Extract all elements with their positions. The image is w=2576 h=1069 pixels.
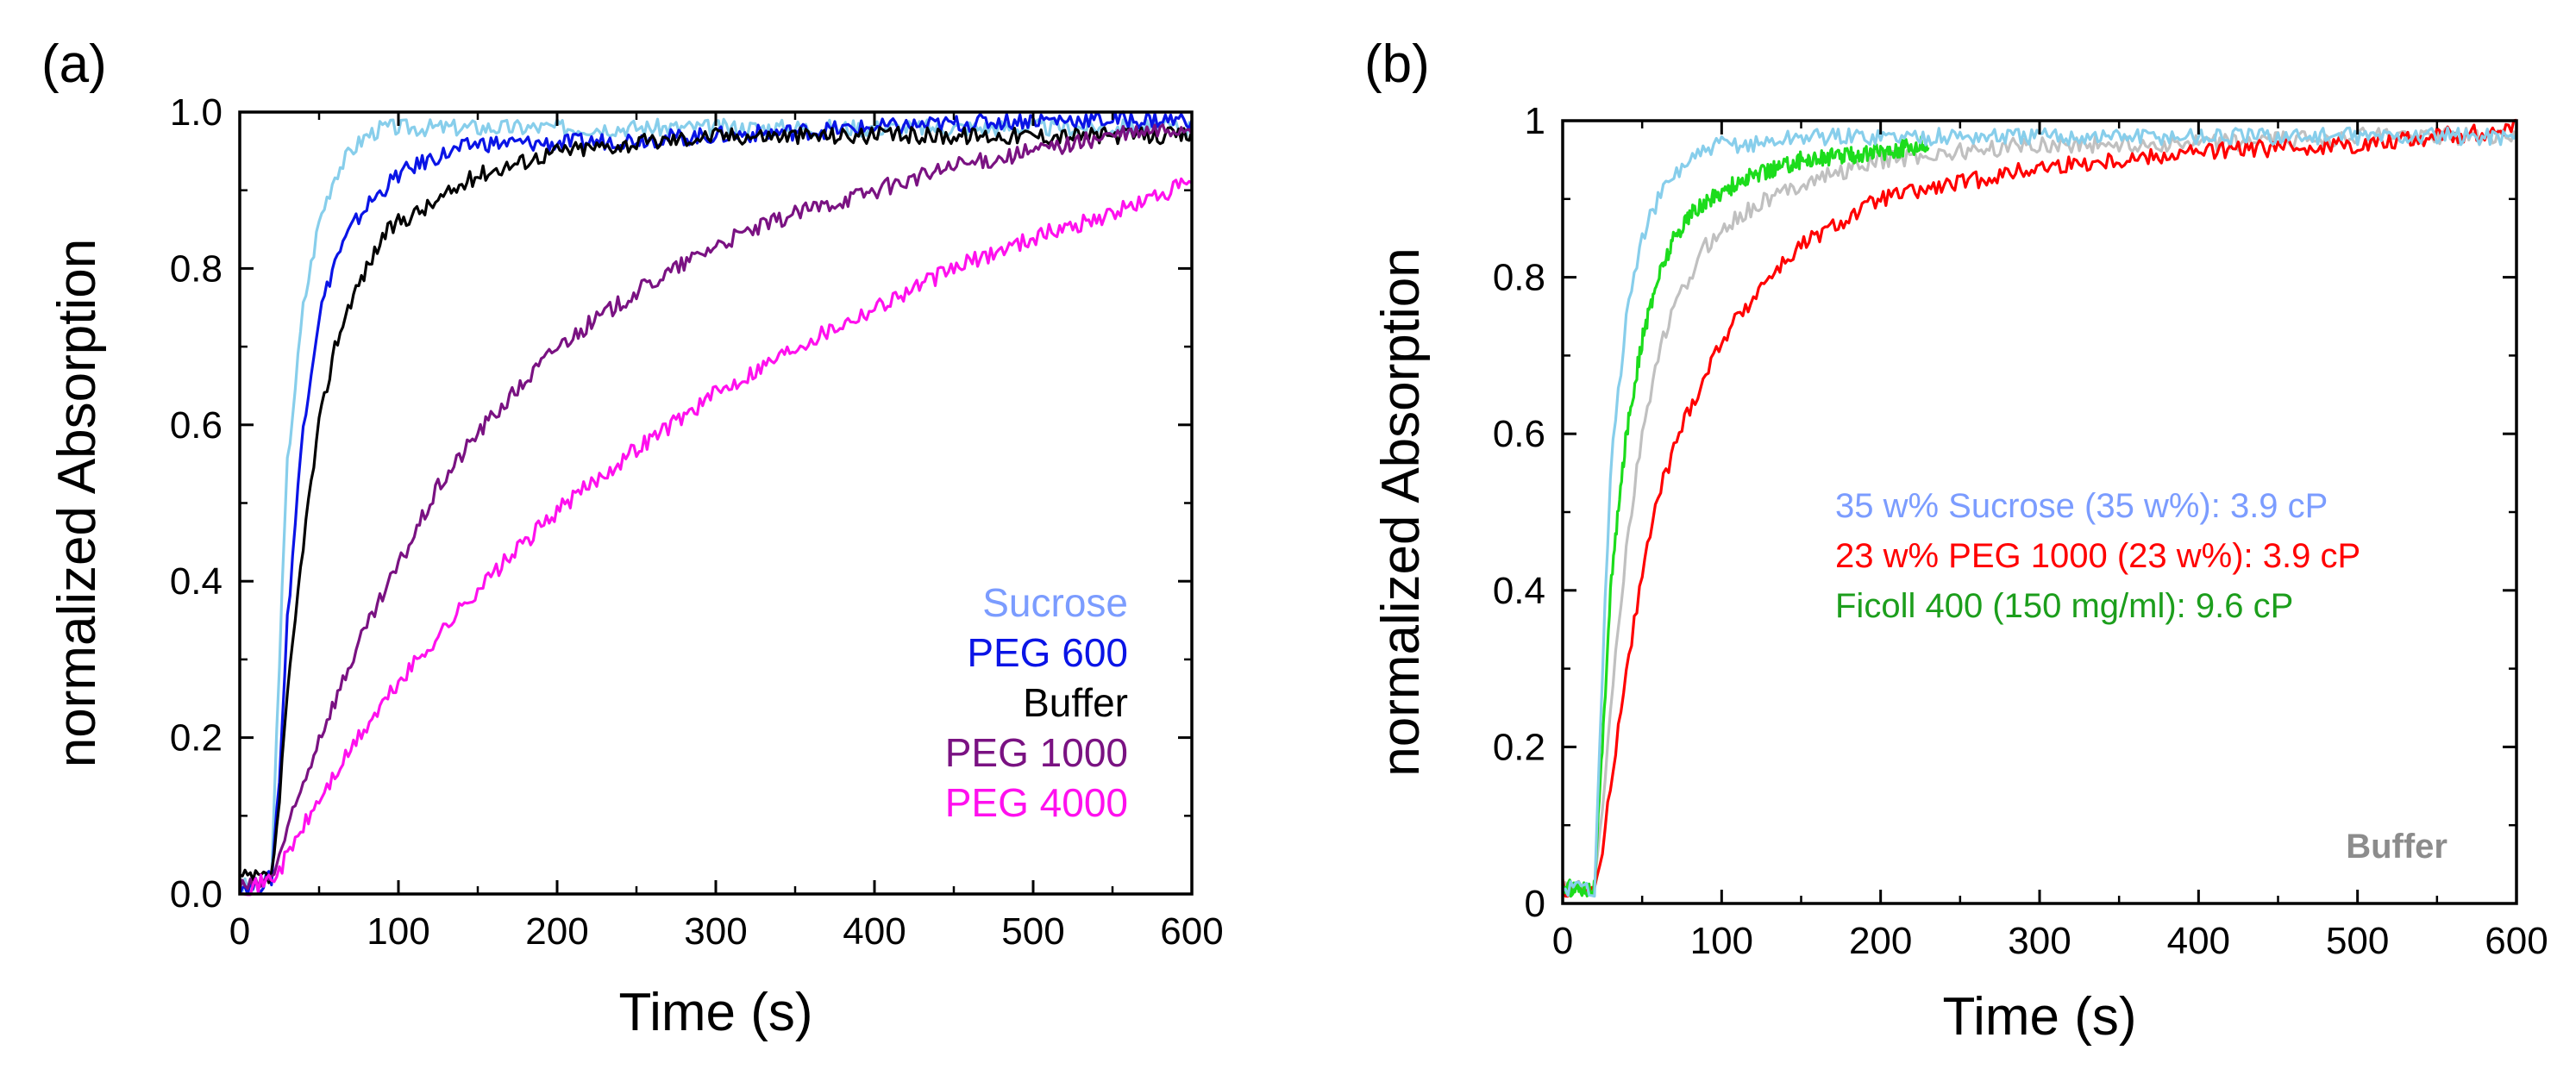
- series-line-peg-4000: [239, 177, 1193, 897]
- x-tick-label: 500: [1001, 910, 1064, 953]
- series-line-buffer: [239, 125, 1194, 885]
- series-line-peg-1000: [238, 123, 1194, 891]
- legend-entry: PEG 4000: [945, 780, 1128, 825]
- x-tick-label: 200: [525, 910, 588, 953]
- y-tick-label: 0.2: [170, 717, 223, 760]
- x-tick-label: 600: [2485, 920, 2548, 962]
- y-tick-label: 0.4: [170, 560, 223, 603]
- legend-entry: Sucrose: [982, 580, 1128, 625]
- y-tick-label: 0.8: [1493, 257, 1545, 299]
- y-tick-label: 0.4: [1493, 570, 1545, 612]
- legend-entry: Buffer: [1023, 680, 1128, 725]
- legend-entry: PEG 600: [967, 630, 1128, 675]
- y-tick-label: 1: [1525, 100, 1545, 142]
- x-tick-label: 400: [843, 910, 906, 953]
- y-tick-label: 0.6: [170, 404, 223, 447]
- x-tick-label: 100: [367, 910, 429, 953]
- y-axis-title: normalized Absorption: [1371, 247, 1431, 776]
- x-tick-label: 300: [2008, 920, 2071, 962]
- x-tick-label: 0: [229, 910, 250, 953]
- x-tick-label: 400: [2167, 920, 2230, 962]
- x-axis-title: Time (s): [619, 983, 813, 1042]
- legend-entry: PEG 1000: [945, 730, 1128, 775]
- y-axis-title: normalized Absorption: [47, 239, 107, 767]
- x-tick-label: 600: [1160, 910, 1223, 953]
- y-tick-label: 0: [1525, 883, 1545, 925]
- x-axis-title: Time (s): [1943, 987, 2137, 1047]
- x-tick-label: 0: [1552, 920, 1573, 962]
- y-tick-label: 0.8: [170, 247, 223, 290]
- x-tick-label: 500: [2326, 920, 2389, 962]
- y-tick-label: 0.2: [1493, 726, 1545, 768]
- x-tick-label: 300: [684, 910, 747, 953]
- chart-panel-b: (b) 0 100 200 300 400 500 600 0 0.2 0.4 0.6 0.8 1 Time…: [1364, 34, 2548, 1047]
- y-tick-label: 0.0: [170, 873, 223, 916]
- x-tick-label: 100: [1690, 920, 1753, 962]
- legend-entry: Ficoll 400 (150 mg/ml): 9.6 cP: [1835, 587, 2293, 625]
- panel-label: (b): [1364, 34, 1430, 94]
- chart-panel-a: (a) 0 100 200 300 400 500 600 0.0 0.2 0.4 0.6 0.8 1.0…: [41, 34, 1224, 1042]
- x-tick-label: 200: [1849, 920, 1912, 962]
- legend-entry: 23 w% PEG 1000 (23 w%): 3.9 cP: [1835, 537, 2360, 575]
- series-line-ficoll-400-150-mg-ml-9-6-cp: [1561, 135, 1930, 898]
- panel-label: (a): [41, 34, 107, 94]
- legend-entry: 35 w% Sucrose (35 w%): 3.9 cP: [1835, 487, 2328, 525]
- y-tick-label: 0.6: [1493, 413, 1545, 455]
- annotation-label: Buffer: [2346, 828, 2448, 866]
- series-line-23-w-peg-1000-23-w-3-9-cp: [1561, 118, 2517, 898]
- y-tick-label: 1.0: [170, 91, 223, 134]
